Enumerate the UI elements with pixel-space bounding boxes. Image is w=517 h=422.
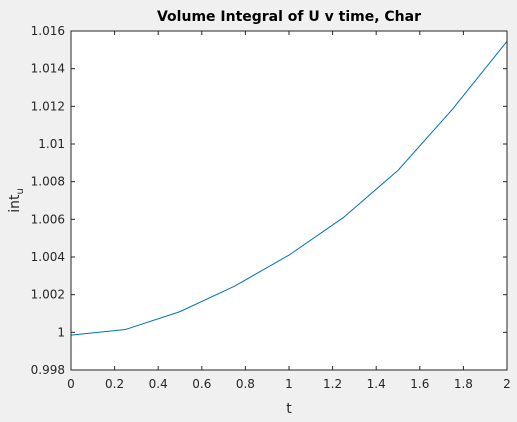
x-tick-label: 1: [285, 377, 293, 391]
y-tick-label: 1: [57, 325, 65, 339]
series-layer: [70, 41, 508, 336]
y-tick-label: 1.008: [31, 175, 65, 189]
axes-background: [71, 31, 507, 370]
y-axis-label-subscript: u: [15, 188, 26, 194]
y-axis-ticks: 0.998 1 1.002 1.004 1.006 1.008 1.01 1.012 1.014…: [31, 24, 507, 377]
y-axis-label: intu: [7, 188, 26, 213]
y-tick-label: 1.016: [31, 24, 65, 38]
x-axis-label: t: [286, 401, 292, 417]
y-tick-label: 1.01: [38, 137, 65, 151]
x-tick-label: 1.6: [410, 377, 429, 391]
x-tick-label: 2: [503, 377, 511, 391]
x-tick-label: 0.8: [236, 377, 255, 391]
x-tick-label: 0.4: [149, 377, 168, 391]
x-tick-label: 1.2: [323, 377, 342, 391]
chart-title: Volume Integral of U v time, Char: [157, 9, 421, 25]
x-tick-label: 0.6: [192, 377, 211, 391]
y-tick-label: 1.004: [31, 250, 65, 264]
x-tick-label: 1.4: [367, 377, 386, 391]
y-tick-label: 1.014: [31, 62, 65, 76]
x-tick-label: 0: [67, 377, 75, 391]
x-tick-label: 1.8: [454, 377, 473, 391]
x-tick-label: 0.2: [105, 377, 124, 391]
x-axis-ticks: 0 0.2 0.4 0.6 0.8 1 1.2 1.4 1.6 1.8 2: [67, 31, 511, 391]
y-tick-label: 1.012: [31, 99, 65, 113]
y-tick-label: 1.006: [31, 212, 65, 226]
series-line-1: [70, 41, 508, 336]
y-tick-label: 1.002: [31, 288, 65, 302]
y-tick-label: 0.998: [31, 363, 65, 377]
y-axis-label-main: int: [7, 194, 23, 213]
